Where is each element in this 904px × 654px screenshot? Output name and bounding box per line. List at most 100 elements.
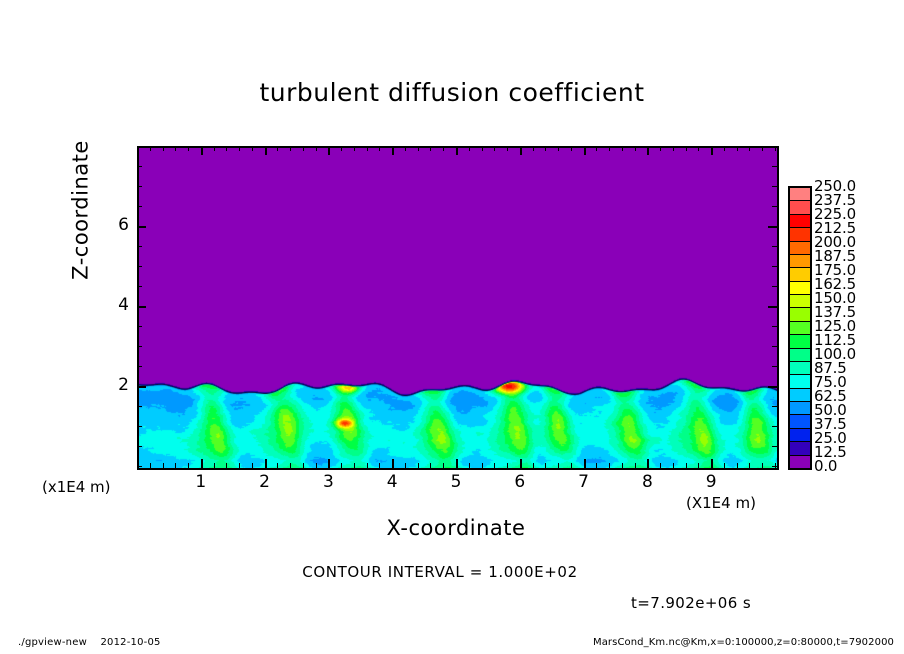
- axis-tick: [698, 463, 699, 468]
- colorbar-swatch: [790, 402, 810, 416]
- colorbar-level-label: 37.5: [814, 415, 847, 433]
- axis-tick: [137, 366, 142, 367]
- colorbar-level-label: 212.5: [814, 219, 856, 237]
- axis-tick: [341, 146, 342, 151]
- axis-tick: [571, 146, 572, 151]
- colorbar-swatch: [790, 428, 810, 443]
- x-tick-label: 5: [450, 472, 462, 492]
- axis-tick: [418, 463, 419, 468]
- axis-tick: [584, 146, 586, 155]
- page-title: turbulent diffusion coefficient: [259, 78, 645, 107]
- axis-tick: [137, 406, 142, 407]
- axis-tick: [469, 146, 470, 151]
- colorbar-swatch: [790, 201, 810, 215]
- colorbar-level-label: 187.5: [814, 247, 856, 265]
- axis-tick: [456, 459, 458, 468]
- colorbar-level-label: 125.0: [814, 317, 856, 335]
- axis-tick: [768, 306, 777, 308]
- axis-tick: [596, 463, 597, 468]
- contour-plot-area: [137, 146, 779, 470]
- colorbar-swatch: [790, 321, 810, 336]
- x-tick-label: 9: [705, 472, 717, 492]
- colorbar-swatch: [790, 388, 810, 402]
- axis-tick: [137, 306, 146, 308]
- colorbar-level-label: 12.5: [814, 443, 847, 461]
- colorbar-level-label: 62.5: [814, 387, 847, 405]
- x-tick-label: 1: [195, 472, 207, 492]
- axis-tick: [214, 146, 215, 151]
- axis-tick: [772, 346, 777, 347]
- axis-tick: [507, 146, 508, 151]
- axis-tick: [137, 426, 142, 427]
- axis-tick: [430, 463, 431, 468]
- axis-tick: [137, 466, 142, 467]
- colorbar-level-label: 87.5: [814, 359, 847, 377]
- axis-tick: [303, 146, 304, 151]
- time-annotation: t=7.902e+06 s: [631, 594, 752, 612]
- footer-date-text: 2012-10-05: [100, 637, 161, 648]
- axis-tick: [290, 463, 291, 468]
- colorbar-level-label: 137.5: [814, 303, 856, 321]
- axis-tick: [137, 246, 142, 247]
- axis-tick: [201, 459, 203, 468]
- axis-tick: [768, 386, 777, 388]
- axis-tick: [772, 426, 777, 427]
- colorbar-level-label: 0.0: [814, 457, 838, 475]
- axis-tick: [354, 146, 355, 151]
- colorbar-swatch: [790, 415, 810, 429]
- axis-tick: [545, 146, 546, 151]
- axis-tick: [772, 366, 777, 367]
- axis-tick: [724, 463, 725, 468]
- colorbar-swatch: [790, 228, 810, 242]
- axis-tick: [558, 146, 559, 151]
- axis-tick: [201, 146, 203, 155]
- axis-tick: [379, 463, 380, 468]
- colorbar-level-label: 175.0: [814, 261, 856, 279]
- axis-tick: [367, 146, 368, 151]
- axis-tick: [673, 463, 674, 468]
- colorbar-swatch: [790, 254, 810, 269]
- footer-command: ./gpview-new 2012-10-05: [18, 637, 161, 648]
- axis-tick: [772, 146, 777, 147]
- axis-tick: [456, 146, 458, 155]
- colorbar-level-label: 200.0: [814, 233, 856, 251]
- axis-tick: [392, 459, 394, 468]
- axis-tick: [137, 206, 142, 207]
- axis-tick: [635, 463, 636, 468]
- axis-tick: [772, 186, 777, 187]
- axis-tick: [711, 146, 713, 155]
- axis-tick: [137, 463, 138, 468]
- axis-tick: [545, 463, 546, 468]
- colorbar-swatch: [790, 442, 810, 456]
- axis-tick: [137, 186, 142, 187]
- axis-tick: [418, 146, 419, 151]
- axis-tick: [226, 463, 227, 468]
- axis-tick: [772, 246, 777, 247]
- axis-tick: [239, 463, 240, 468]
- axis-tick: [392, 146, 394, 155]
- axis-tick: [772, 206, 777, 207]
- colorbar-level-label: 112.5: [814, 331, 856, 349]
- axis-tick: [290, 146, 291, 151]
- axis-tick: [494, 463, 495, 468]
- colorbar-swatch: [790, 268, 810, 282]
- colorbar-swatch: [790, 214, 810, 229]
- axis-tick: [622, 146, 623, 151]
- axis-tick: [762, 463, 763, 468]
- axis-tick: [252, 463, 253, 468]
- axis-tick: [277, 463, 278, 468]
- x-axis-unit: (X1E4 m): [686, 494, 756, 512]
- contour-interval-note: CONTOUR INTERVAL = 1.000E+02: [302, 563, 578, 581]
- axis-tick: [647, 459, 649, 468]
- axis-tick: [686, 146, 687, 151]
- colorbar-swatch: [790, 281, 810, 295]
- axis-tick: [405, 146, 406, 151]
- axis-tick: [137, 446, 142, 447]
- axis-tick: [303, 463, 304, 468]
- axis-tick: [328, 146, 330, 155]
- colorbar-swatch: [790, 455, 810, 468]
- colorbar: [788, 186, 812, 470]
- axis-tick: [150, 146, 151, 151]
- axis-tick: [533, 146, 534, 151]
- axis-tick: [558, 463, 559, 468]
